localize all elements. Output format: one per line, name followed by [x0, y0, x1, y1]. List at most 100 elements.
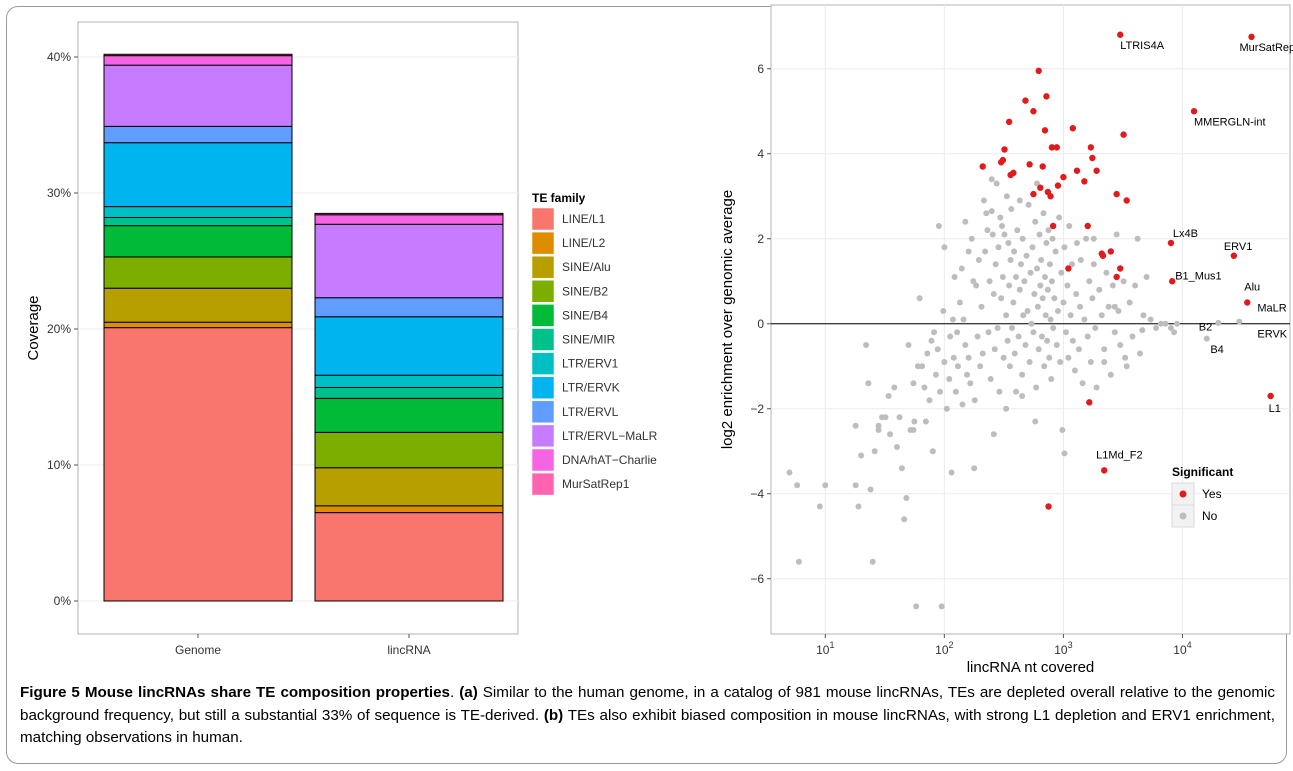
point-significant — [1169, 278, 1176, 285]
legend-title-a: TE family — [532, 191, 586, 205]
point-nonsignificant — [1027, 269, 1034, 276]
point-significant — [1117, 31, 1124, 38]
point-nonsignificant — [965, 248, 972, 255]
point-nonsignificant — [935, 223, 942, 229]
legend-swatch-a — [531, 255, 555, 279]
xtick-exponent: 2 — [949, 640, 954, 650]
plot-panel-b — [770, 4, 1291, 635]
legend-swatch-a — [531, 280, 555, 303]
point-nonsignificant — [1236, 318, 1243, 325]
point-nonsignificant — [1057, 359, 1064, 365]
point-nonsignificant — [962, 218, 969, 225]
point-nonsignificant — [983, 210, 990, 217]
point-nonsignificant — [986, 278, 993, 285]
point-nonsignificant — [1090, 235, 1097, 242]
ytick-label-a: 20% — [47, 322, 71, 336]
point-nonsignificant — [1140, 312, 1147, 319]
point-nonsignificant — [903, 495, 910, 501]
point-nonsignificant — [1011, 350, 1018, 357]
point-significant — [1047, 193, 1054, 200]
point-nonsignificant — [946, 376, 953, 382]
point-nonsignificant — [1010, 299, 1017, 306]
point-nonsignificant — [1101, 346, 1108, 353]
point-significant — [1089, 154, 1096, 162]
point-nonsignificant — [992, 261, 999, 268]
point-nonsignificant — [916, 295, 923, 302]
caption-b-tag: (b) — [543, 706, 564, 724]
point-nonsignificant — [816, 503, 823, 510]
point-nonsignificant — [1092, 325, 1099, 331]
point-nonsignificant — [869, 558, 876, 565]
ytick-label-a: 0% — [54, 594, 72, 608]
point-nonsignificant — [913, 603, 920, 610]
point-nonsignificant — [1048, 376, 1055, 382]
bar-segment — [103, 321, 293, 329]
point-nonsignificant — [970, 278, 977, 285]
legend-label-a: MurSatRep1 — [562, 477, 630, 491]
point-significant — [1244, 299, 1251, 306]
point-label: L1Md_F2 — [1096, 449, 1142, 461]
point-nonsignificant — [1054, 308, 1061, 314]
caption-lead: Figure 5 Mouse lincRNAs share TE composi… — [20, 684, 450, 701]
point-nonsignificant — [1039, 295, 1046, 302]
point-nonsignificant — [1066, 223, 1073, 229]
point-nonsignificant — [1107, 371, 1114, 378]
point-nonsignificant — [914, 363, 921, 370]
point-nonsignificant — [1033, 384, 1040, 391]
point-nonsignificant — [871, 448, 878, 455]
xtick-exponent: 4 — [1187, 640, 1192, 650]
point-nonsignificant — [1031, 291, 1038, 297]
legend-swatch-a — [531, 328, 555, 351]
point-nonsignificant — [1120, 278, 1127, 285]
point-significant — [1230, 252, 1238, 259]
point-nonsignificant — [954, 329, 961, 336]
ytick-label-a: 30% — [47, 186, 71, 200]
xtick-label-a: lincRNA — [387, 643, 430, 657]
point-nonsignificant — [1143, 274, 1150, 280]
point-nonsignificant — [1132, 282, 1139, 289]
point-nonsignificant — [931, 329, 938, 336]
point-nonsignificant — [924, 350, 931, 357]
bar-segment — [314, 374, 504, 388]
point-nonsignificant — [867, 486, 874, 493]
point-label: MaLR — [1257, 303, 1286, 315]
bar-segment — [314, 212, 504, 216]
point-nonsignificant — [896, 414, 903, 421]
point-significant — [1041, 127, 1049, 134]
point-nonsignificant — [1077, 303, 1084, 310]
point-label: LTRIS4A — [1120, 40, 1164, 52]
point-nonsignificant — [1051, 295, 1058, 302]
point-significant — [1093, 167, 1100, 174]
xtick-label-b: 102 — [935, 640, 953, 657]
bar-segment — [314, 223, 504, 299]
point-nonsignificant — [786, 469, 793, 476]
point-significant — [1065, 265, 1072, 272]
point-nonsignificant — [1061, 244, 1068, 251]
legend-swatch-a — [531, 400, 555, 424]
point-nonsignificant — [988, 208, 995, 215]
point-significant — [1037, 184, 1044, 191]
bar-segment — [103, 206, 293, 218]
point-nonsignificant — [919, 363, 926, 370]
point-nonsignificant — [822, 482, 829, 489]
point-significant — [1084, 222, 1091, 230]
point-nonsignificant — [1011, 248, 1018, 255]
point-nonsignificant — [1068, 261, 1075, 268]
point-nonsignificant — [940, 308, 947, 314]
point-significant — [1267, 392, 1274, 400]
point-nonsignificant — [1167, 325, 1174, 331]
point-nonsignificant — [1017, 261, 1024, 268]
point-label: ERV1 — [1224, 241, 1253, 253]
point-nonsignificant — [974, 333, 981, 340]
point-nonsignificant — [1093, 384, 1100, 391]
point-nonsignificant — [1041, 363, 1048, 370]
legend-label-a: SINE/B2 — [562, 284, 608, 298]
legend-swatch-a — [531, 207, 555, 231]
point-nonsignificant — [1215, 319, 1222, 326]
point-nonsignificant — [1117, 342, 1124, 348]
point-nonsignificant — [990, 431, 997, 438]
bar-segment — [314, 386, 504, 399]
legend-title-b: Significant — [1172, 465, 1233, 479]
point-nonsignificant — [962, 342, 969, 348]
bar-segment — [314, 397, 504, 433]
